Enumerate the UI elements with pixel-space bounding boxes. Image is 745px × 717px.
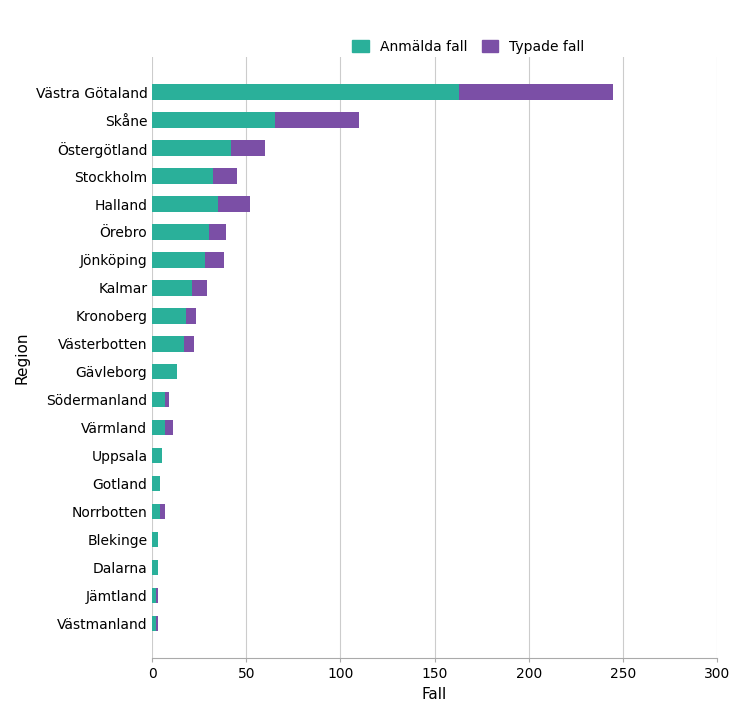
Bar <box>152 224 209 239</box>
Bar <box>205 252 224 267</box>
Bar <box>152 308 186 323</box>
Bar <box>152 364 177 379</box>
Bar <box>152 141 232 156</box>
Bar <box>152 448 162 463</box>
Bar <box>152 616 156 631</box>
Bar <box>184 336 194 351</box>
Bar <box>459 85 613 100</box>
Bar <box>191 280 207 295</box>
Bar <box>152 476 160 491</box>
Bar <box>152 252 205 267</box>
Bar <box>152 113 275 128</box>
Bar <box>152 336 184 351</box>
Bar <box>232 141 265 156</box>
Bar <box>152 168 212 184</box>
Bar <box>152 196 218 212</box>
Bar <box>218 196 250 212</box>
Bar <box>275 113 359 128</box>
Bar <box>209 224 226 239</box>
Bar <box>152 504 160 519</box>
Bar <box>152 280 191 295</box>
Bar <box>152 588 156 603</box>
Bar <box>156 616 158 631</box>
Bar <box>152 420 165 435</box>
Bar <box>165 420 173 435</box>
Bar <box>152 85 459 100</box>
Bar <box>152 392 165 407</box>
Bar <box>152 532 158 547</box>
Legend: Anmälda fall, Typade fall: Anmälda fall, Typade fall <box>347 34 590 60</box>
Y-axis label: Region: Region <box>15 331 30 384</box>
Bar <box>165 392 169 407</box>
Bar <box>152 560 158 575</box>
Bar <box>160 504 165 519</box>
Bar <box>212 168 237 184</box>
X-axis label: Fall: Fall <box>422 687 447 702</box>
Bar <box>186 308 196 323</box>
Bar <box>156 588 158 603</box>
